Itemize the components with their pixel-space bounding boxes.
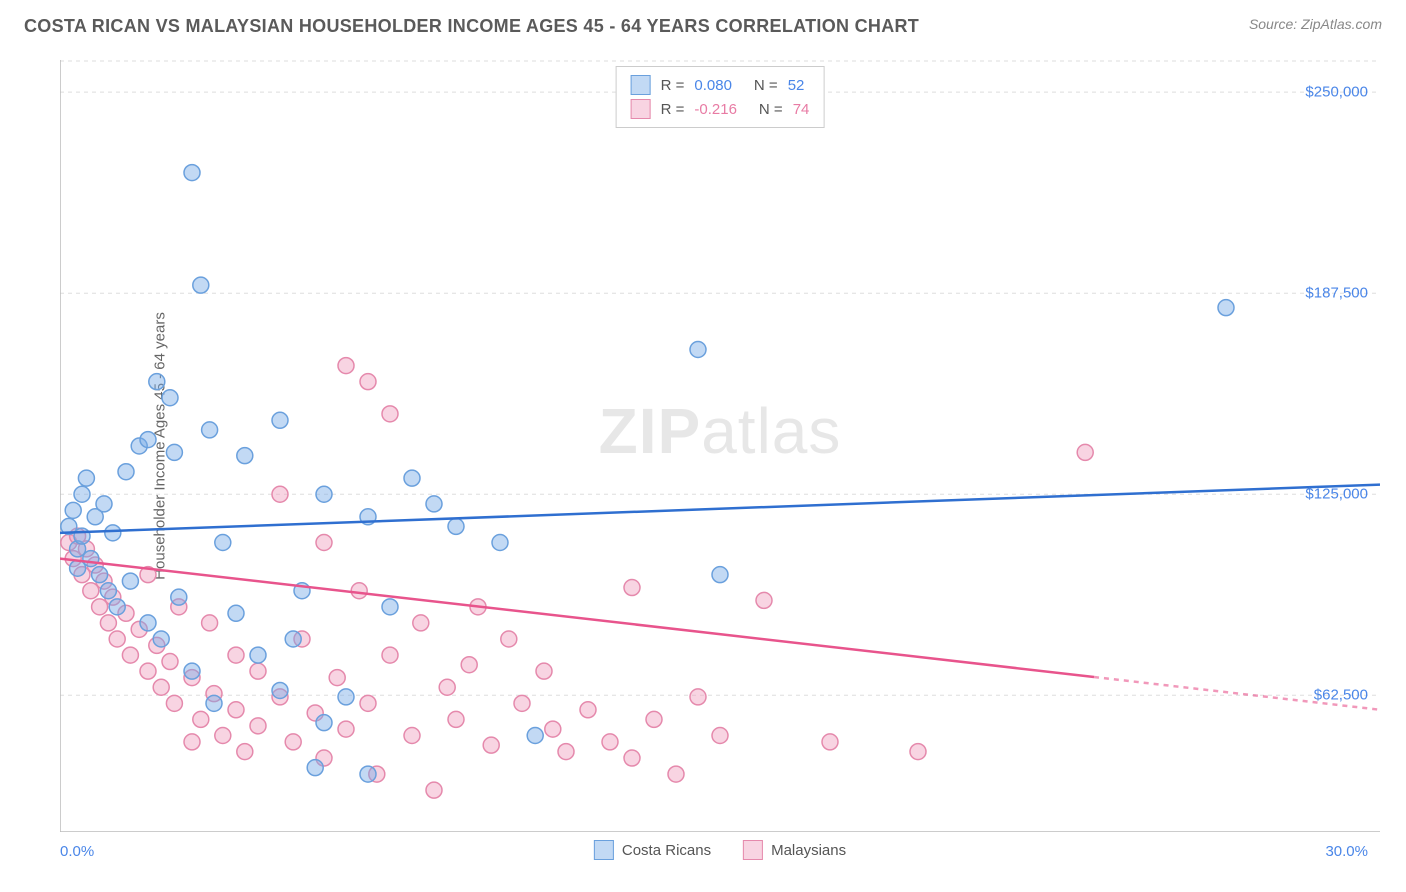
y-tick-label: $187,500 <box>1305 285 1368 302</box>
x-axis-min-label: 0.0% <box>60 843 94 860</box>
stats-row-costa-ricans: R = 0.080 N = 52 <box>631 73 810 97</box>
swatch-malaysians <box>631 99 651 119</box>
stats-r-value-1: 0.080 <box>694 77 732 94</box>
stats-r-value-2: -0.216 <box>694 101 737 118</box>
x-axis-max-label: 30.0% <box>1325 843 1368 860</box>
source-label: Source: ZipAtlas.com <box>1249 16 1382 32</box>
stats-row-malaysians: R = -0.216 N = 74 <box>631 97 810 121</box>
stats-legend: R = 0.080 N = 52 R = -0.216 N = 74 <box>616 66 825 128</box>
chart-title: COSTA RICAN VS MALAYSIAN HOUSEHOLDER INC… <box>24 16 919 37</box>
chart-area: Householder Income Ages 45 - 64 years R … <box>60 60 1380 832</box>
scatter-plot <box>60 60 1380 832</box>
y-tick-label: $250,000 <box>1305 84 1368 101</box>
stats-n-value-1: 52 <box>788 77 805 94</box>
legend-label-1: Costa Ricans <box>622 842 711 859</box>
stats-n-value-2: 74 <box>793 101 810 118</box>
swatch-costa-ricans <box>594 840 614 860</box>
stats-r-label: R = <box>661 101 685 118</box>
y-tick-label: $62,500 <box>1314 687 1368 704</box>
legend-label-2: Malaysians <box>771 842 846 859</box>
stats-r-label: R = <box>661 77 685 94</box>
y-tick-label: $125,000 <box>1305 486 1368 503</box>
legend-item-costa-ricans: Costa Ricans <box>594 840 711 860</box>
legend-item-malaysians: Malaysians <box>743 840 846 860</box>
swatch-malaysians <box>743 840 763 860</box>
swatch-costa-ricans <box>631 75 651 95</box>
stats-n-label: N = <box>754 77 778 94</box>
stats-n-label: N = <box>759 101 783 118</box>
header-bar: COSTA RICAN VS MALAYSIAN HOUSEHOLDER INC… <box>0 0 1406 45</box>
bottom-legend: Costa Ricans Malaysians <box>594 840 846 860</box>
